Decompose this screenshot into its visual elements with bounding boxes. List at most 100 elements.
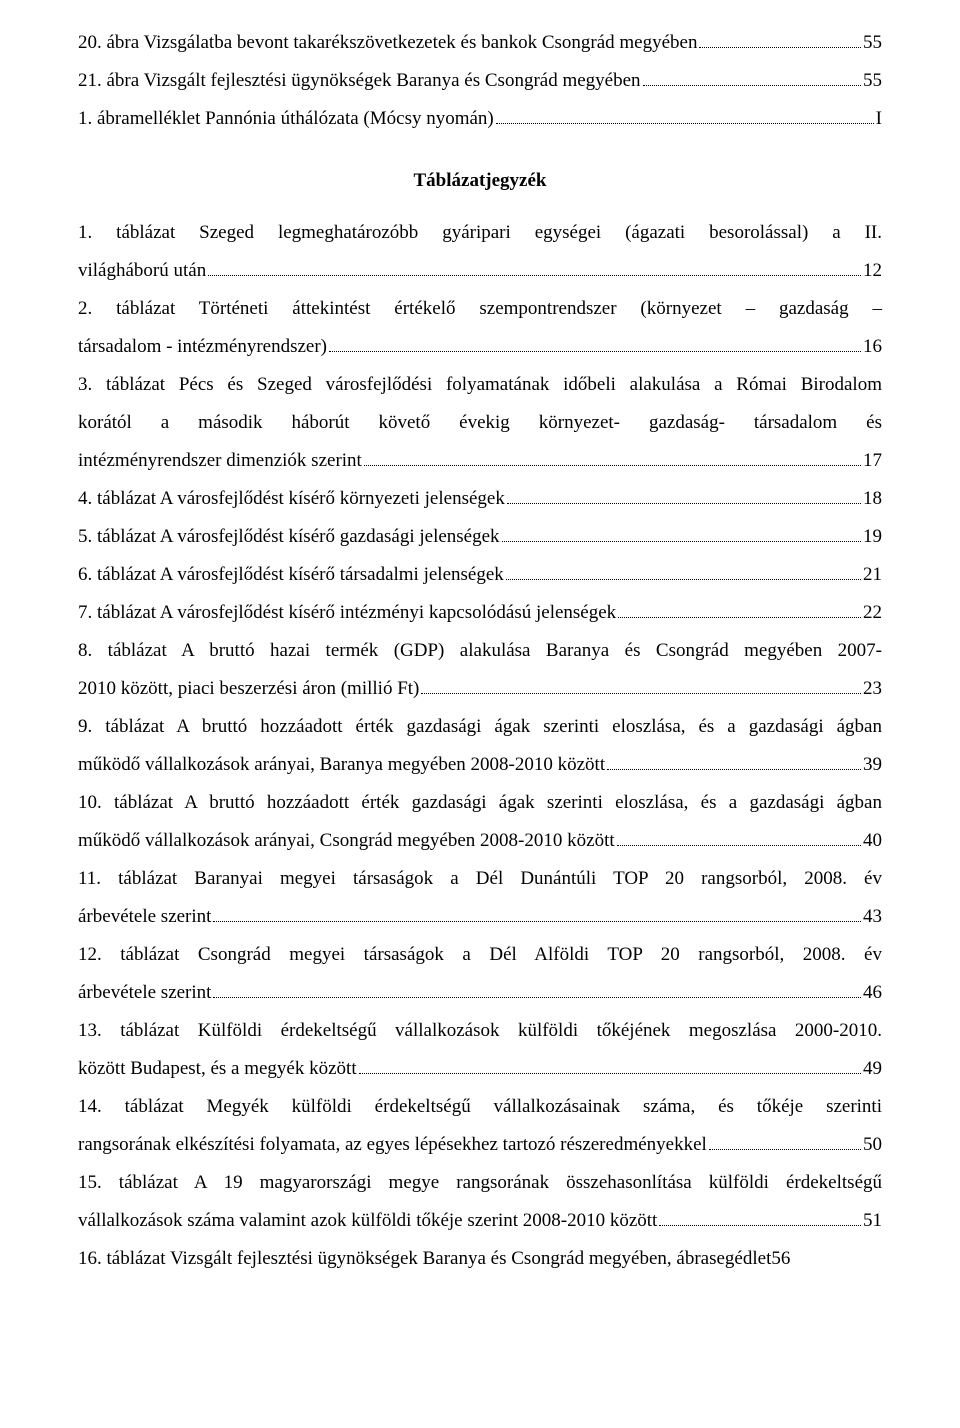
table-entry-line: 12. táblázat Csongrád megyei társaságok … [78,936,882,974]
figure-entry-text: 20. ábra Vizsgálatba bevont takarékszöve… [78,24,697,62]
section-title-tablazatjegyzek: Táblázatjegyzék [78,162,882,200]
tables-list: 1. táblázat Szeged legmeghatározóbb gyár… [78,214,882,1278]
figure-entry-text: 21. ábra Vizsgált fejlesztési ügynöksége… [78,62,641,100]
table-entry-line: 2. táblázat Történeti áttekintést értéke… [78,290,882,328]
table-entry-page: 40 [863,822,882,860]
table-entry-line: 9. táblázat A bruttó hozzáadott érték ga… [78,708,882,746]
figure-entry-page: 55 [863,24,882,62]
table-entry-page: 19 [863,518,882,556]
table-entry-text: 5. táblázat A városfejlődést kísérő gazd… [78,518,500,556]
table-entry-lastline: rangsorának elkészítési folyamata, az eg… [78,1126,882,1164]
table-entry-lastline: 6. táblázat A városfejlődést kísérő társ… [78,556,882,594]
leader-dots [699,31,861,48]
table-entry: 12. táblázat Csongrád megyei társaságok … [78,936,882,1012]
leader-dots [709,1133,861,1150]
figure-entry-page: 55 [863,62,882,100]
table-entry-text: 16. táblázat Vizsgált fejlesztési ügynök… [78,1240,771,1278]
table-entry-page: 46 [863,974,882,1012]
leader-dots [421,677,861,694]
table-entry-lastline: 4. táblázat A városfejlődést kísérő körn… [78,480,882,518]
table-entry-lastline: működő vállalkozások arányai, Baranya me… [78,746,882,784]
table-entry-text: 6. táblázat A városfejlődést kísérő társ… [78,556,504,594]
leader-dots [359,1057,861,1074]
table-entry-page: 23 [863,670,882,708]
leader-dots [364,449,861,466]
table-entry-text: 7. táblázat A városfejlődést kísérő inté… [78,594,616,632]
leader-dots [213,905,861,922]
table-entry-lastline: 2010 között, piaci beszerzési áron (mill… [78,670,882,708]
table-entry-text: árbevétele szerint [78,898,211,936]
leader-dots [617,829,861,846]
leader-dots [659,1209,861,1226]
table-entry-line: korától a második háborút követő évekig … [78,404,882,442]
table-entry-line: 3. táblázat Pécs és Szeged városfejlődés… [78,366,882,404]
table-entry: 10. táblázat A bruttó hozzáadott érték g… [78,784,882,860]
table-entry-page: 50 [863,1126,882,1164]
table-entry-lastline: vállalkozások száma valamint azok külföl… [78,1202,882,1240]
table-entry-text: vállalkozások száma valamint azok külföl… [78,1202,657,1240]
figure-entry: 1. ábramelléklet Pannónia úthálózata (Mó… [78,100,882,138]
leader-dots [496,107,874,124]
table-entry: 6. táblázat A városfejlődést kísérő társ… [78,556,882,594]
leader-dots [618,601,861,618]
table-entry-lastline: világháború után 12 [78,252,882,290]
table-entry-lastline: működő vállalkozások arányai, Csongrád m… [78,822,882,860]
table-entry-lastline: árbevétele szerint 46 [78,974,882,1012]
figure-entry: 21. ábra Vizsgált fejlesztési ügynöksége… [78,62,882,100]
table-entry-line: 1. táblázat Szeged legmeghatározóbb gyár… [78,214,882,252]
table-entry-lastline: társadalom - intézményrendszer) 16 [78,328,882,366]
leader-dots [502,525,861,542]
table-entry-lastline: intézményrendszer dimenziók szerint 17 [78,442,882,480]
table-entry-page: 16 [863,328,882,366]
table-entry: 8. táblázat A bruttó hazai termék (GDP) … [78,632,882,708]
table-entry-lastline: árbevétele szerint 43 [78,898,882,936]
table-entry: 11. táblázat Baranyai megyei társaságok … [78,860,882,936]
table-entry-page: 39 [863,746,882,784]
table-entry-text: társadalom - intézményrendszer) [78,328,327,366]
table-entry-lastline: 5. táblázat A városfejlődést kísérő gazd… [78,518,882,556]
table-entry-text: 2010 között, piaci beszerzési áron (mill… [78,670,419,708]
table-entry-text: intézményrendszer dimenziók szerint [78,442,362,480]
table-entry-page: 22 [863,594,882,632]
figure-entry: 20. ábra Vizsgálatba bevont takarékszöve… [78,24,882,62]
table-entry-text: rangsorának elkészítési folyamata, az eg… [78,1126,707,1164]
table-entry: 7. táblázat A városfejlődést kísérő inté… [78,594,882,632]
table-entry-page: 51 [863,1202,882,1240]
leader-dots [208,259,861,276]
table-entry-page: 18 [863,480,882,518]
table-entry-line: 8. táblázat A bruttó hazai termék (GDP) … [78,632,882,670]
table-entry-page: 43 [863,898,882,936]
table-entry-page: 56 [771,1240,790,1278]
table-entry-line: 10. táblázat A bruttó hozzáadott érték g… [78,784,882,822]
table-entry-lastline: 7. táblázat A városfejlődést kísérő inté… [78,594,882,632]
table-entry: 4. táblázat A városfejlődést kísérő körn… [78,480,882,518]
table-entry: 5. táblázat A városfejlődést kísérő gazd… [78,518,882,556]
table-entry-page: 21 [863,556,882,594]
table-entry-lastline: 16. táblázat Vizsgált fejlesztési ügynök… [78,1240,882,1278]
table-entry: 2. táblázat Történeti áttekintést értéke… [78,290,882,366]
table-entry: 9. táblázat A bruttó hozzáadott érték ga… [78,708,882,784]
table-entry-line: 13. táblázat Külföldi érdekeltségű válla… [78,1012,882,1050]
table-entry: 15. táblázat A 19 magyarországi megye ra… [78,1164,882,1240]
table-entry-text: világháború után [78,252,206,290]
document-page: 20. ábra Vizsgálatba bevont takarékszöve… [0,0,960,1318]
figures-list: 20. ábra Vizsgálatba bevont takarékszöve… [78,24,882,138]
table-entry-text: működő vállalkozások arányai, Csongrád m… [78,822,615,860]
leader-dots [507,487,861,504]
leader-dots [329,335,861,352]
leader-dots [607,753,861,770]
table-entry-page: 17 [863,442,882,480]
table-entry-text: működő vállalkozások arányai, Baranya me… [78,746,605,784]
table-entry-text: 4. táblázat A városfejlődést kísérő körn… [78,480,505,518]
leader-dots [506,563,861,580]
table-entry-lastline: között Budapest, és a megyék között49 [78,1050,882,1088]
table-entry: 16. táblázat Vizsgált fejlesztési ügynök… [78,1240,882,1278]
leader-dots [643,69,861,86]
table-entry-page: 12 [863,252,882,290]
leader-dots [213,981,861,998]
table-entry-line: 14. táblázat Megyék külföldi érdekeltség… [78,1088,882,1126]
table-entry: 1. táblázat Szeged legmeghatározóbb gyár… [78,214,882,290]
figure-entry-text: 1. ábramelléklet Pannónia úthálózata (Mó… [78,100,494,138]
table-entry-text: árbevétele szerint [78,974,211,1012]
table-entry-line: 11. táblázat Baranyai megyei társaságok … [78,860,882,898]
